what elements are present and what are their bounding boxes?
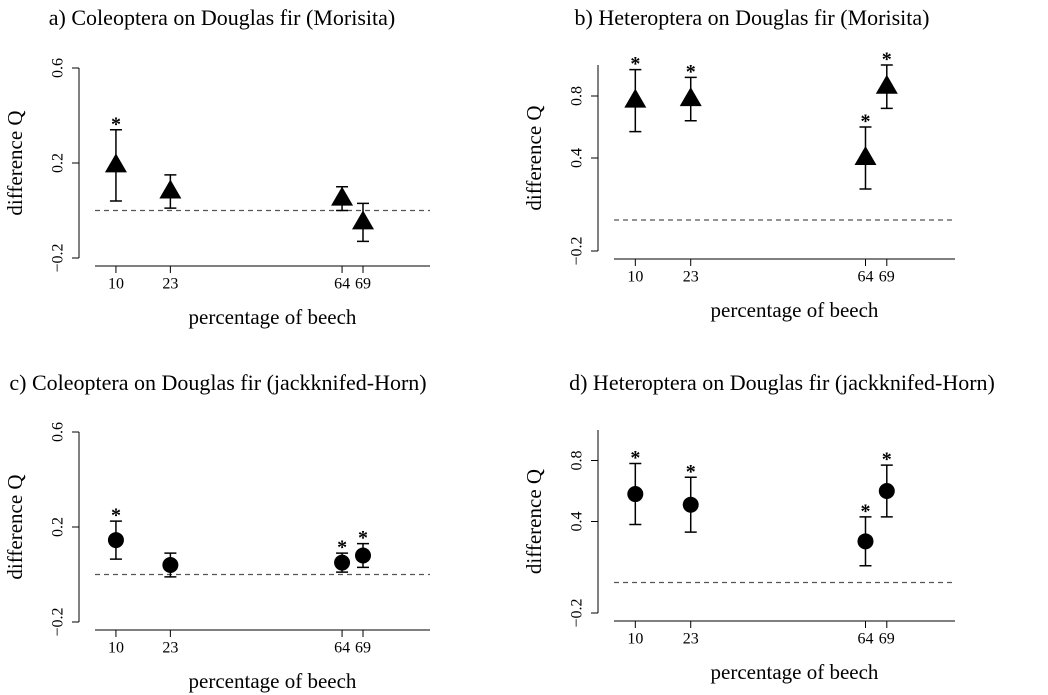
y-tick-label: 0.8 bbox=[569, 451, 586, 471]
y-axis-label: difference Q bbox=[522, 469, 546, 574]
significance-star: * bbox=[358, 527, 368, 549]
x-tick-label: 10 bbox=[627, 631, 643, 648]
significance-star: * bbox=[111, 113, 121, 135]
x-tick-label: 10 bbox=[627, 269, 643, 286]
point bbox=[331, 186, 354, 206]
y-tick-label: −0.2 bbox=[50, 607, 67, 636]
chart-title: d) Heteroptera on Douglas fir (jackknife… bbox=[569, 370, 995, 395]
y-axis-label: difference Q bbox=[3, 474, 27, 579]
significance-star: * bbox=[686, 61, 696, 83]
y-tick-label: 0.2 bbox=[50, 153, 67, 173]
significance-star: * bbox=[860, 501, 870, 523]
point bbox=[854, 146, 877, 165]
y-tick-label: 0.6 bbox=[50, 58, 67, 78]
x-tick-label: 69 bbox=[355, 640, 371, 657]
y-tick-label: −0.2 bbox=[569, 598, 586, 627]
point bbox=[352, 210, 374, 230]
point bbox=[679, 87, 702, 107]
significance-star: * bbox=[630, 447, 640, 469]
point bbox=[355, 547, 371, 564]
y-tick-label: 0.4 bbox=[569, 148, 586, 168]
x-tick-label: 23 bbox=[162, 276, 178, 293]
y-tick-label: 0.2 bbox=[50, 517, 67, 537]
x-tick-label: 69 bbox=[879, 631, 895, 648]
point bbox=[104, 153, 127, 173]
x-tick-label: 64 bbox=[334, 640, 350, 657]
x-tick-label: 23 bbox=[683, 631, 699, 648]
x-axis-label: percentage of beech bbox=[189, 669, 357, 693]
x-tick-label: 69 bbox=[355, 276, 371, 293]
x-tick-label: 64 bbox=[857, 631, 873, 648]
point bbox=[624, 88, 647, 108]
x-axis-label: percentage of beech bbox=[711, 660, 879, 684]
chart-title: c) Coleoptera on Douglas fir (jackknifed… bbox=[9, 370, 426, 395]
x-tick-label: 23 bbox=[683, 269, 699, 286]
y-tick-label: 0.4 bbox=[569, 512, 586, 532]
significance-star: * bbox=[111, 505, 121, 527]
y-tick-label: −0.2 bbox=[50, 243, 67, 272]
y-axis-label: difference Q bbox=[3, 110, 27, 215]
point bbox=[107, 532, 124, 549]
significance-star: * bbox=[882, 49, 892, 71]
significance-star: * bbox=[860, 111, 870, 133]
significance-star: * bbox=[686, 461, 696, 483]
y-tick-label: 0.8 bbox=[569, 86, 586, 106]
y-tick-label: −0.2 bbox=[569, 236, 586, 265]
x-tick-label: 64 bbox=[334, 276, 350, 293]
significance-star: * bbox=[337, 537, 347, 559]
point bbox=[875, 74, 898, 94]
x-tick-label: 64 bbox=[857, 269, 873, 286]
point bbox=[159, 179, 182, 199]
point bbox=[878, 483, 895, 499]
significance-star: * bbox=[882, 449, 892, 471]
x-tick-label: 23 bbox=[162, 640, 178, 657]
chart-title: b) Heteroptera on Douglas fir (Morisita) bbox=[575, 5, 930, 30]
x-tick-label: 10 bbox=[108, 640, 124, 657]
point bbox=[162, 557, 179, 573]
significance-star: * bbox=[630, 53, 640, 75]
point bbox=[334, 554, 351, 571]
point bbox=[682, 496, 699, 513]
x-tick-label: 10 bbox=[108, 276, 124, 293]
chart-title: a) Coleoptera on Douglas fir (Morisita) bbox=[49, 5, 395, 30]
point bbox=[627, 486, 644, 503]
y-tick-label: 0.6 bbox=[50, 422, 67, 442]
x-tick-label: 69 bbox=[879, 269, 895, 286]
point bbox=[857, 533, 874, 550]
y-axis-label: difference Q bbox=[522, 105, 546, 210]
x-axis-label: percentage of beech bbox=[711, 298, 879, 322]
x-axis-label: percentage of beech bbox=[189, 305, 357, 329]
